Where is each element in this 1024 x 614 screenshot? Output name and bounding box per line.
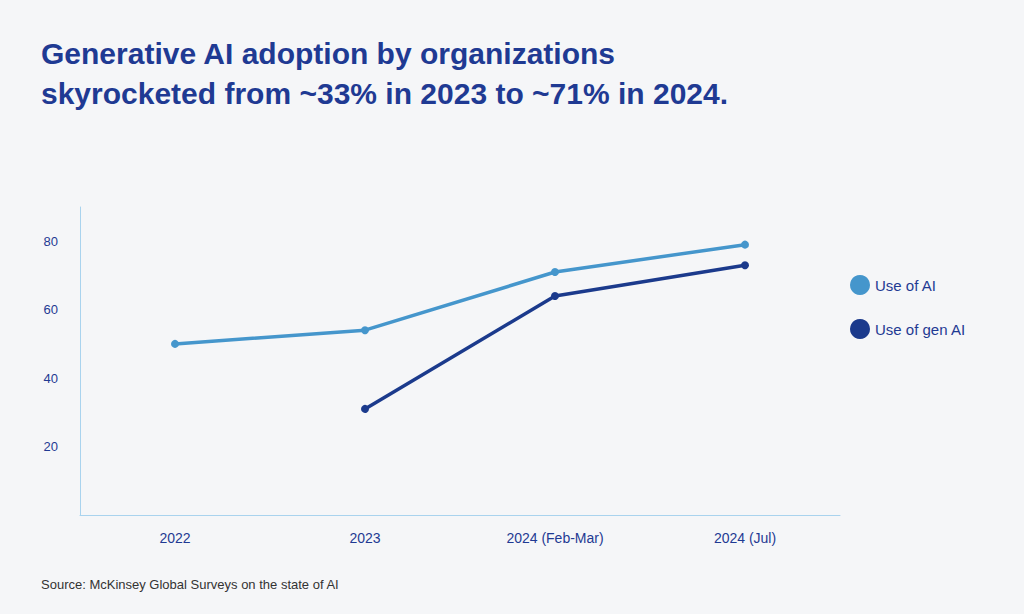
svg-text:2024 (Feb-Mar): 2024 (Feb-Mar) — [506, 530, 603, 546]
svg-text:2022: 2022 — [159, 530, 190, 546]
svg-text:60: 60 — [44, 302, 58, 317]
svg-text:Generative AI adoption by orga: Generative AI adoption by organizations — [41, 37, 615, 70]
svg-text:2023: 2023 — [349, 530, 380, 546]
svg-text:Use of AI: Use of AI — [875, 277, 936, 294]
svg-text:20: 20 — [44, 439, 58, 454]
svg-text:Source: McKinsey Global Survey: Source: McKinsey Global Surveys on the s… — [41, 577, 339, 592]
svg-text:2024 (Jul): 2024 (Jul) — [714, 530, 776, 546]
svg-text:40: 40 — [44, 371, 58, 386]
svg-text:80: 80 — [44, 234, 58, 249]
svg-text:Use of gen AI: Use of gen AI — [875, 321, 965, 338]
svg-text:skyrocketed from ~33% in 2023: skyrocketed from ~33% in 2023 to ~71% in… — [41, 77, 728, 110]
